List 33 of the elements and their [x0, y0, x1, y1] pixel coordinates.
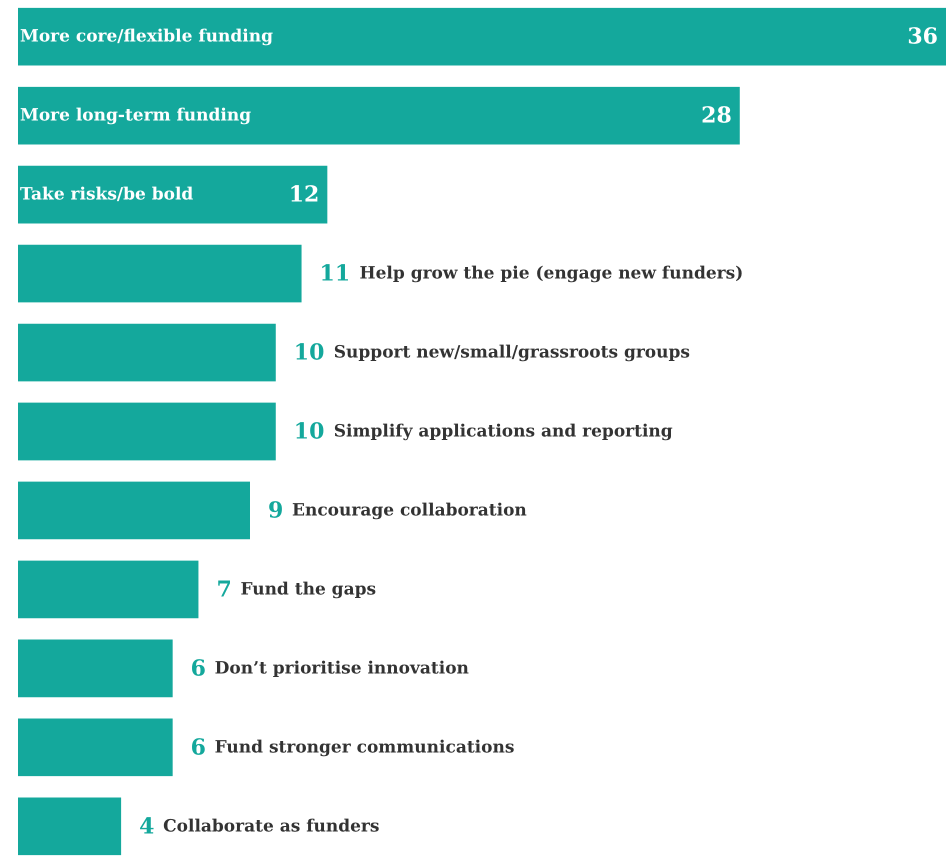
data-label: 11: [320, 260, 350, 287]
y-tick-label: Fund the gaps: [240, 579, 376, 600]
y-tick-label: More long-term funding: [20, 106, 252, 126]
y-tick-label: More core/flexible funding: [20, 26, 274, 47]
y-tick-label: Encourage collaboration: [292, 500, 527, 520]
bar: [18, 718, 173, 776]
bar: [18, 8, 946, 66]
bar: [18, 324, 276, 382]
bar: [18, 640, 173, 698]
data-label: 36: [907, 24, 938, 50]
data-label: 10: [294, 418, 324, 444]
bar: [18, 244, 302, 302]
y-tick-label: Don’t prioritise innovation: [214, 658, 469, 678]
bar: [18, 482, 250, 540]
y-tick-label: Take risks/be bold: [20, 184, 194, 205]
bar: [18, 86, 740, 144]
bar: [18, 797, 122, 856]
y-tick-label: Collaborate as funders: [163, 816, 380, 836]
data-label: 6: [190, 655, 206, 682]
bar: [18, 402, 276, 460]
y-tick-label: Help grow the pie (engage new funders): [360, 264, 744, 284]
data-label: 9: [268, 497, 284, 524]
data-label: 12: [288, 182, 320, 208]
bar: [18, 560, 198, 618]
data-label: 7: [216, 576, 232, 602]
y-tick-label: Support new/small/grassroots groups: [334, 342, 690, 363]
data-label: 6: [190, 734, 206, 760]
y-tick-label: Fund stronger communications: [214, 737, 514, 758]
data-label: 4: [139, 813, 154, 840]
data-label: 28: [701, 102, 732, 129]
bar: [18, 166, 328, 224]
data-label: 10: [294, 340, 324, 366]
y-tick-label: Simplify applications and reporting: [334, 422, 673, 442]
